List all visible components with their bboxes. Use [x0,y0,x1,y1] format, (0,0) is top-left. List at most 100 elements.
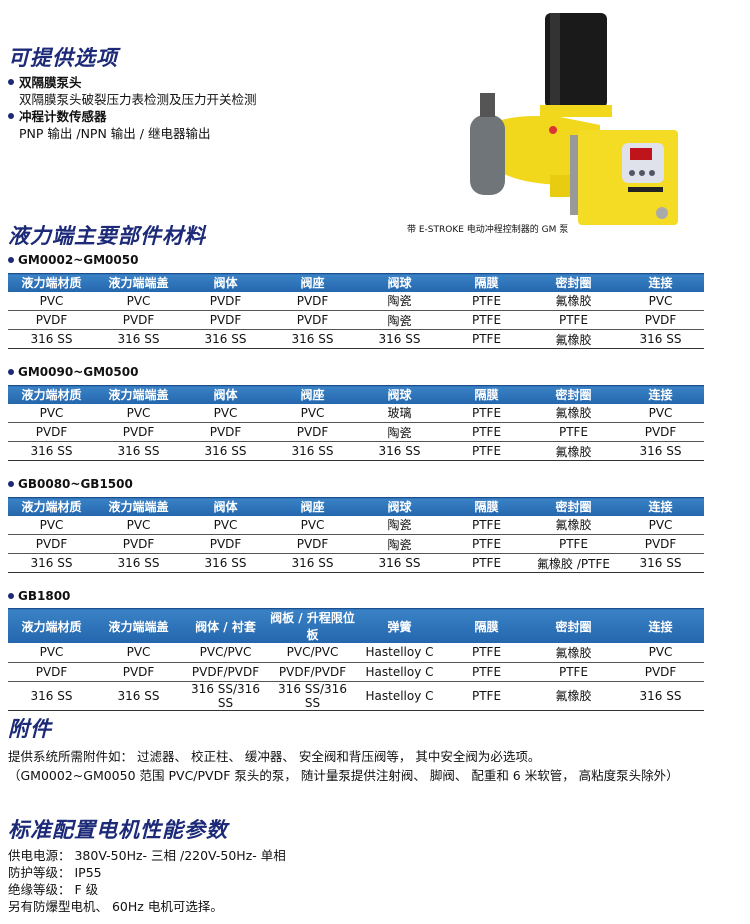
table-header-row: 液力端材质 液力端端盖 阀体 阀座 阀球 隔膜 密封圈 连接 [8,497,704,516]
column-header: 液力端端盖 [95,273,182,292]
accessories-text: 提供系统所需附件如： 过滤器、 校正柱、 缓冲器、 安全阀和背压阀等， 其中安全… [8,747,679,785]
option-label: 冲程计数传感器 [8,108,257,125]
column-header: 阀体 / 衬套 [182,608,269,643]
pump-photo [470,13,678,225]
table-cell: 316 SS [95,441,182,461]
table-cell: PVDF [617,422,704,442]
column-header: 隔膜 [443,608,530,643]
table-cell: PTFE [443,643,530,663]
accessories-line: （GM0002~GM0050 范围 PVC/PVDF 泵头的泵， 随计量泵提供注… [8,768,679,783]
table-cell: PTFE [443,291,530,311]
table-cell: PVC [617,643,704,663]
table-cell: PVC [95,403,182,423]
table-cell: PVDF [95,422,182,442]
table-row: PVC PVC PVC PVC 陶瓷 PTFE 氟橡胶 PVC [8,515,704,535]
table-cell: 陶瓷 [356,291,443,311]
option-desc: PNP 输出 /NPN 输出 / 继电器输出 [19,126,211,141]
table-cell: PVDF [617,534,704,554]
table-cell: Hastelloy C [356,662,443,682]
column-header: 隔膜 [443,497,530,516]
table-cell: PTFE [443,403,530,423]
materials-table: 液力端材质 液力端端盖 阀体 阀座 阀球 隔膜 密封圈 连接 PVC PVC PVDF PVDF 陶瓷 P… [8,273,704,349]
table-cell: PTFE [443,422,530,442]
table-cell: 316 SS [356,441,443,461]
table-cell: PVC/PVC [269,643,356,663]
table-cell: PTFE [443,441,530,461]
table-cell: 316 SS [269,329,356,349]
table-cell: PVC [269,515,356,535]
table-row: PVDF PVDF PVDF PVDF 陶瓷 PTFE PTFE PVDF [8,534,704,554]
table-cell: PVDF [95,310,182,330]
table-cell: PVDF [182,291,269,311]
table-cell: PVC [8,515,95,535]
table-cell: 316 SS [356,553,443,573]
motor-spec: 另有防爆型电机、 60Hz 电机可选择。 [8,899,223,914]
table-header-row: 液力端材质 液力端端盖 阀体 / 衬套 阀板 / 升程限位板 弹簧 隔膜 密封圈 连接 [8,608,704,643]
table-cell: 氟橡胶 [530,403,617,423]
column-header: 阀体 [182,385,269,404]
materials-table: 液力端材质 液力端端盖 阀体 / 衬套 阀板 / 升程限位板 弹簧 隔膜 密封圈 连接 PVC P… [8,608,704,711]
table-cell: PVDF [182,422,269,442]
table-cell: PVDF [617,662,704,682]
table-cell: PTFE [443,662,530,682]
table-cell: 陶瓷 [356,515,443,535]
column-header: 液力端材质 [8,497,95,516]
table-cell: PVDF [8,422,95,442]
table-cell: 316 SS [269,441,356,461]
table-cell: PVDF [269,534,356,554]
table-cell: PVDF [8,534,95,554]
table-cell: PVDF [182,310,269,330]
column-header: 连接 [617,608,704,643]
column-header: 液力端材质 [8,608,95,643]
table-cell: PVC [617,403,704,423]
table-cell: PTFE [530,422,617,442]
table-cell: PVC/PVC [182,643,269,663]
table-cell: 316 SS [269,553,356,573]
materials-table: 液力端材质 液力端端盖 阀体 阀座 阀球 隔膜 密封圈 连接 PVC PVC PVC PVC 玻璃 PTF… [8,385,704,461]
table-row: PVC PVC PVDF PVDF 陶瓷 PTFE 氟橡胶 PVC [8,291,704,311]
options-list: 双隔膜泵头 双隔膜泵头破裂压力表检测及压力开关检测 冲程计数传感器 PNP 输出… [8,74,257,142]
table-cell: PTFE [443,553,530,573]
model-range-label: GM0090~GM0500 [8,365,138,379]
accessories-title: 附件 [8,717,52,741]
table-cell: 氟橡胶 [530,291,617,311]
model-range-label: GB1800 [8,589,70,603]
table-cell: 氟橡胶 [530,515,617,535]
column-header: 阀体 [182,273,269,292]
column-header: 连接 [617,385,704,404]
table-row: 316 SS 316 SS 316 SS 316 SS 316 SS PTFE 氟橡胶 316… [8,441,704,461]
table-row: 316 SS 316 SS 316 SS/316 SS 316 SS/316 SS Ha… [8,681,704,711]
table-cell: 陶瓷 [356,534,443,554]
table-cell: 316 SS [95,553,182,573]
table-cell: PVC [8,643,95,663]
motor-title: 标准配置电机性能参数 [8,818,228,842]
table-row: PVDF PVDF PVDF PVDF 陶瓷 PTFE PTFE PVDF [8,422,704,442]
materials-table: 液力端材质 液力端端盖 阀体 阀座 阀球 隔膜 密封圈 连接 PVC PVC PVC PVC 陶瓷 PTF… [8,497,704,573]
table-cell: PVDF/PVDF [269,662,356,682]
table-cell: PVC [8,291,95,311]
table-cell: Hastelloy C [356,643,443,663]
table-cell: PTFE [530,310,617,330]
table-cell: Hastelloy C [356,681,443,711]
table-cell: PVC [182,515,269,535]
table-cell: 陶瓷 [356,422,443,442]
column-header: 液力端材质 [8,273,95,292]
motor-spec: 供电电源： 380V-50Hz- 三相 /220V-50Hz- 单相 [8,848,286,863]
table-cell: PTFE [443,329,530,349]
column-header: 阀座 [269,497,356,516]
table-cell: PVDF [8,310,95,330]
table-cell: 氟橡胶 [530,329,617,349]
column-header: 液力端端盖 [95,608,182,643]
column-header: 液力端端盖 [95,385,182,404]
materials-title: 液力端主要部件材料 [8,224,206,248]
table-cell: PTFE [443,534,530,554]
column-header: 阀球 [356,385,443,404]
table-cell: 316 SS [182,553,269,573]
column-header: 隔膜 [443,273,530,292]
table-cell: PVC [617,515,704,535]
table-cell: PVDF [617,310,704,330]
column-header: 连接 [617,497,704,516]
table-cell: PVDF [95,662,182,682]
column-header: 隔膜 [443,385,530,404]
table-cell: 316 SS [8,441,95,461]
